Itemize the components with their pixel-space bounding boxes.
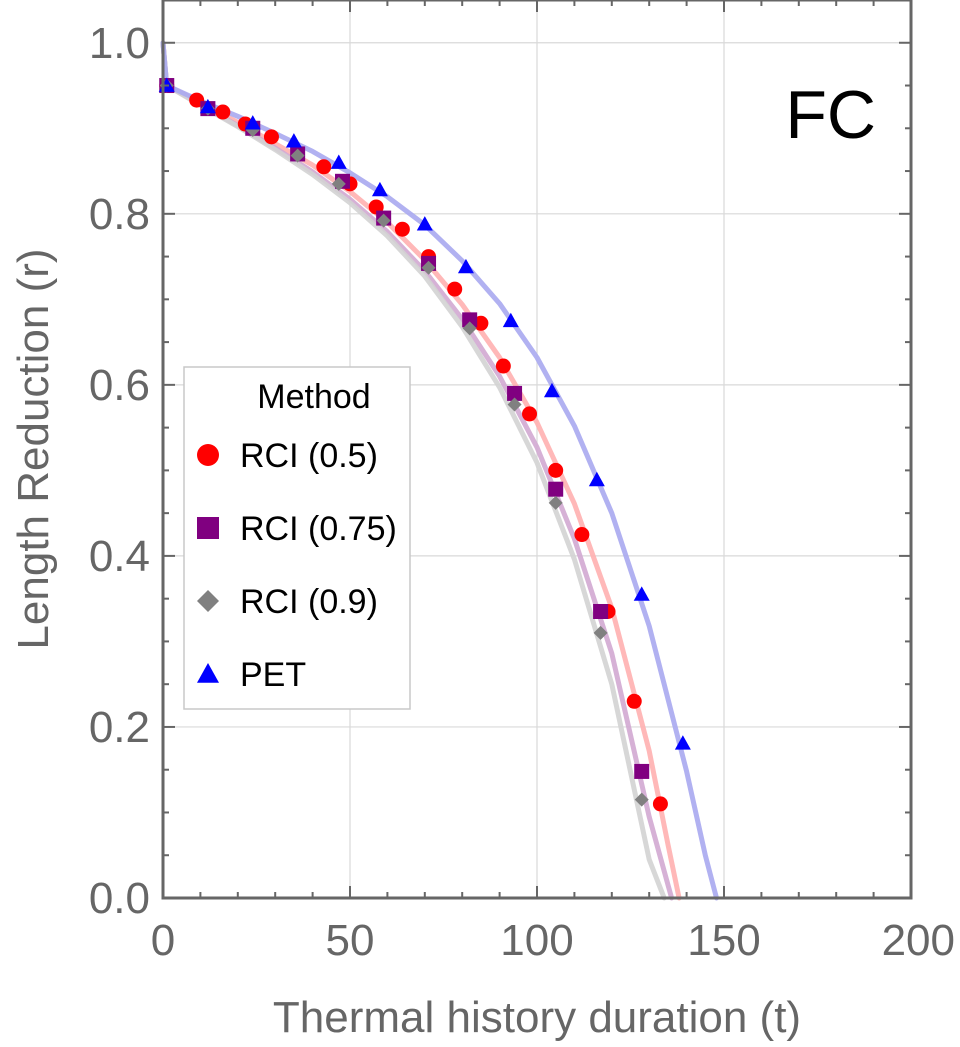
data-point bbox=[674, 735, 691, 750]
data-point bbox=[371, 181, 388, 197]
legend-label: PET bbox=[240, 656, 306, 694]
data-point bbox=[447, 281, 463, 297]
data-point bbox=[588, 471, 605, 487]
data-point bbox=[548, 495, 563, 510]
data-point bbox=[285, 133, 302, 148]
data-point bbox=[633, 586, 650, 601]
panel-label: FC bbox=[785, 77, 876, 153]
fit-curve bbox=[160, 40, 719, 901]
data-point bbox=[290, 148, 305, 163]
data-point bbox=[199, 98, 216, 114]
legend-label: RCI (0.75) bbox=[240, 510, 397, 548]
data-point bbox=[522, 406, 538, 422]
legend-marker bbox=[197, 663, 219, 683]
data-point bbox=[462, 312, 478, 328]
legend-marker bbox=[197, 590, 219, 612]
data-point bbox=[507, 385, 523, 401]
x-tick-label: 200 bbox=[882, 916, 955, 965]
data-point bbox=[548, 481, 564, 497]
data-point bbox=[634, 792, 649, 807]
tick-labels: 0 50 100 150 200 0.0 0.2 0.4 0.6 0.8 1.0 bbox=[89, 19, 955, 965]
x-axis-title: Thermal history duration (t) bbox=[273, 993, 801, 1042]
data-point bbox=[215, 104, 231, 120]
legend-label: RCI (0.5) bbox=[240, 437, 378, 475]
data-point bbox=[593, 625, 608, 640]
x-tick-label: 150 bbox=[687, 916, 760, 965]
data-point bbox=[416, 216, 433, 231]
legend-marker bbox=[197, 444, 219, 466]
y-tick-label: 0.8 bbox=[89, 190, 150, 239]
data-point bbox=[462, 321, 477, 336]
y-tick-label: 0.4 bbox=[89, 532, 150, 581]
y-tick-label: 0.2 bbox=[89, 703, 150, 752]
data-point bbox=[316, 159, 332, 175]
data-point bbox=[507, 397, 522, 412]
data-point bbox=[457, 258, 474, 274]
axis-ticks bbox=[162, 0, 912, 899]
data-point bbox=[634, 763, 650, 779]
y-axis-title: Length Reduction (r) bbox=[9, 248, 58, 649]
legend-box bbox=[183, 366, 411, 710]
y-tick-label: 0.0 bbox=[89, 874, 150, 923]
data-point bbox=[495, 358, 511, 374]
y-tick-label: 0.6 bbox=[89, 361, 150, 410]
data-point bbox=[543, 382, 560, 398]
legend-label: RCI (0.9) bbox=[240, 583, 378, 621]
x-tick-label: 50 bbox=[326, 916, 375, 965]
data-point bbox=[376, 213, 391, 228]
data-point bbox=[593, 603, 609, 619]
legend-marker bbox=[197, 517, 219, 539]
data-point bbox=[421, 260, 436, 275]
data-point bbox=[574, 527, 590, 543]
data-point bbox=[263, 129, 279, 145]
data-point bbox=[244, 115, 261, 130]
legend: Method RCI (0.5) RCI (0.75) RCI (0.9) PET bbox=[183, 366, 411, 710]
y-tick-label: 1.0 bbox=[89, 19, 150, 68]
data-point bbox=[626, 693, 642, 709]
x-tick-label: 0 bbox=[151, 916, 175, 965]
data-point bbox=[331, 176, 346, 191]
data-point bbox=[394, 221, 410, 237]
data-point bbox=[548, 462, 564, 478]
data-point bbox=[652, 796, 668, 812]
legend-entries: RCI (0.5) RCI (0.75) RCI (0.9) PET bbox=[197, 437, 397, 694]
x-tick-label: 100 bbox=[500, 916, 573, 965]
legend-title: Method bbox=[257, 378, 370, 416]
data-point bbox=[330, 154, 347, 169]
data-point bbox=[502, 312, 519, 328]
